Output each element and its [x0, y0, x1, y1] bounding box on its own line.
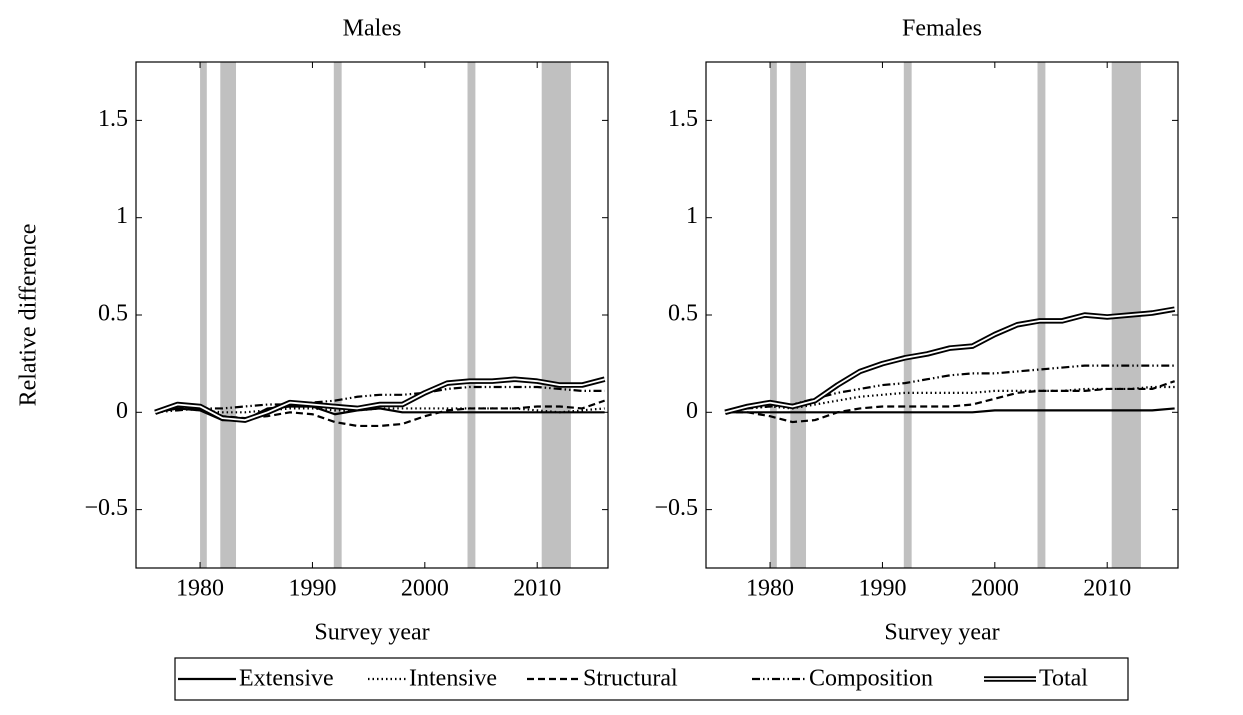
y-tick-label: −0.5: [654, 495, 698, 521]
series-line: [154, 399, 605, 428]
shaded-span: [541, 62, 571, 568]
x-axis-label: Survey year: [884, 620, 999, 646]
shaded-span: [200, 62, 207, 568]
legend: Extensive Intensive Structural Composition T…: [174, 657, 1129, 701]
y-tick-label: 1: [116, 203, 128, 229]
shaded-span: [467, 62, 476, 568]
shaded-span: [1037, 62, 1046, 568]
legend-label: Intensive: [409, 666, 497, 692]
series-line: [155, 385, 605, 414]
x-tick-label: 1980: [176, 576, 224, 602]
x-tick-label: 2010: [1083, 576, 1131, 602]
y-tick-label: 1: [686, 203, 698, 229]
legend-label: Extensive: [239, 666, 334, 692]
x-axis-label: Survey year: [314, 620, 429, 646]
x-tick-label: 2000: [971, 576, 1019, 602]
legend-label: Composition: [809, 666, 933, 692]
series-line-inner: [154, 378, 605, 421]
y-tick-label: 0: [116, 398, 128, 424]
shaded-span: [770, 62, 777, 568]
panel-title: Females: [902, 16, 982, 42]
y-tick-label: 0.5: [668, 301, 698, 327]
series-line: [725, 380, 1175, 424]
series-line: [724, 385, 1175, 414]
x-tick-label: 2010: [513, 576, 561, 602]
panel-title: Males: [343, 16, 402, 42]
x-tick-label: 1990: [288, 576, 336, 602]
y-tick-label: −0.5: [84, 495, 128, 521]
legend-label: Structural: [583, 666, 678, 692]
x-tick-label: 1990: [858, 576, 906, 602]
series-line: [725, 407, 1175, 414]
legend-label: Total: [1039, 666, 1088, 692]
y-tick-label: 0: [686, 398, 698, 424]
legend-frame: [174, 657, 1129, 701]
series-line-inner: [724, 308, 1175, 414]
y-tick-label: 1.5: [98, 106, 128, 132]
shaded-span: [220, 62, 237, 568]
shaded-span: [790, 62, 807, 568]
shaded-span: [333, 62, 342, 568]
x-tick-label: 1980: [746, 576, 794, 602]
y-axis-label: Relative difference: [16, 224, 42, 407]
series-line: [154, 407, 605, 414]
y-tick-label: 0.5: [98, 301, 128, 327]
x-tick-label: 2000: [401, 576, 449, 602]
shaded-span: [903, 62, 912, 568]
y-tick-label: 1.5: [668, 106, 698, 132]
